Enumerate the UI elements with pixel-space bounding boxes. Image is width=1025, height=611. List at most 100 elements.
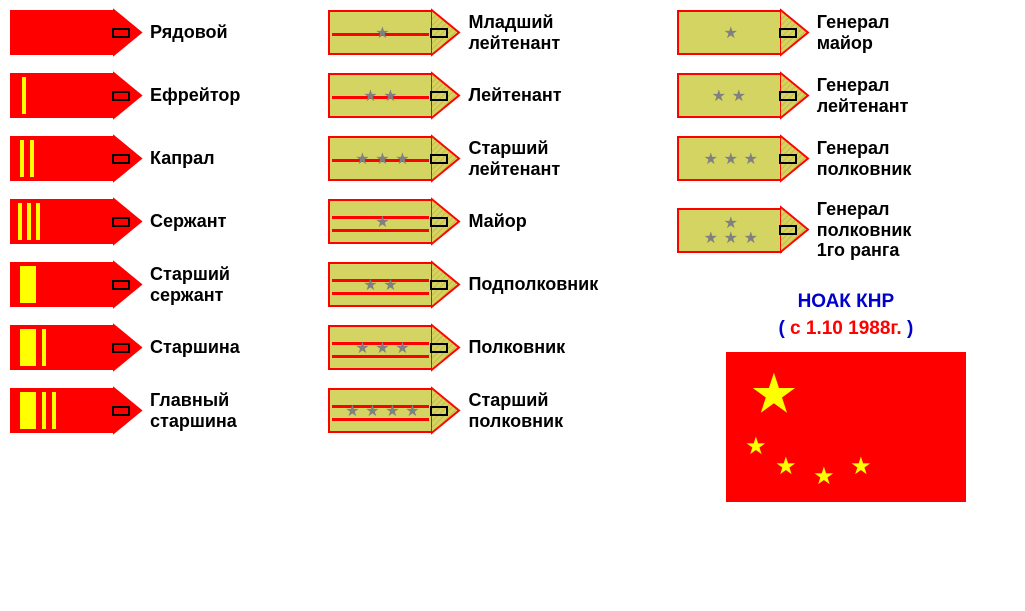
epaulette: ★ ★ ★ ★: [328, 388, 458, 433]
epaulette: [10, 136, 140, 181]
rank-star: ★: [383, 278, 397, 294]
rank-label: Капрал: [150, 148, 215, 169]
rank-row: Старшина: [10, 325, 298, 370]
epaulette: ★★: [328, 73, 458, 118]
rank-label: Рядовой: [150, 22, 228, 43]
rank-star: ★: [405, 404, 419, 420]
button-hole: [112, 280, 130, 290]
rank-star: ★: [744, 231, 758, 247]
rank-row: Ефрейтор: [10, 73, 298, 118]
rank-star: ★: [375, 341, 389, 357]
rank-row: ★★Лейтенант: [328, 73, 646, 118]
button-hole: [779, 91, 797, 101]
rank-label: Старшина: [150, 337, 240, 358]
rank-row: ★★Генераллейтенант: [677, 73, 1015, 118]
epaulette: ★ ★ ★: [677, 136, 807, 181]
rank-row: ★★Подполковник: [328, 262, 646, 307]
rank-star: ★: [375, 26, 389, 42]
rank-row: ★ ★ ★ Генералполковник: [677, 136, 1015, 181]
button-hole: [779, 225, 797, 235]
button-hole: [112, 28, 130, 38]
rank-label: Генералмайор: [817, 12, 890, 53]
rank-label: Сержант: [150, 211, 226, 232]
button-hole: [112, 217, 130, 227]
rank-column-3: ★Генералмайор★★Генераллейтенант★★★Генера…: [677, 10, 1015, 502]
epaulette: [10, 10, 140, 55]
epaulette: ★★★★: [677, 208, 807, 253]
flag-star-small: ★: [850, 455, 872, 479]
button-hole: [430, 406, 448, 416]
epaulette: [10, 262, 140, 307]
rank-star: ★: [724, 152, 738, 168]
button-hole: [112, 406, 130, 416]
button-hole: [779, 154, 797, 164]
rank-row: Старшийсержант: [10, 262, 298, 307]
rank-label: Генералполковник: [817, 138, 912, 179]
epaulette: ★: [677, 10, 807, 55]
rank-star: ★: [724, 26, 738, 42]
epaulette: ★★: [328, 262, 458, 307]
rank-label: Подполковник: [468, 274, 598, 295]
flag-star-big: ★: [749, 367, 798, 422]
rank-label: Младшийлейтенант: [468, 12, 560, 53]
rank-star: ★: [375, 152, 389, 168]
flag-star-small: ★: [745, 435, 767, 459]
rank-star: ★: [395, 341, 409, 357]
rank-label: Старшийполковник: [468, 390, 563, 431]
epaulette: [10, 73, 140, 118]
rank-star: ★: [363, 89, 377, 105]
button-hole: [430, 217, 448, 227]
rank-star: ★: [395, 152, 409, 168]
rank-star: ★: [732, 89, 746, 105]
rank-label: Ефрейтор: [150, 85, 240, 106]
rank-row: Рядовой: [10, 10, 298, 55]
rank-label: Полковник: [468, 337, 565, 358]
rank-star: ★: [704, 152, 718, 168]
rank-star: ★: [355, 152, 369, 168]
rank-column-2: ★Младшийлейтенант★★Лейтенант★★★Старшийле…: [328, 10, 646, 502]
rank-label: Генералполковник1го ранга: [817, 199, 912, 261]
title-line1: НОАК КНР: [798, 291, 895, 312]
rank-row: ★ ★ ★ ★ Старшийполковник: [328, 388, 646, 433]
rank-star: ★: [383, 89, 397, 105]
rank-star: ★: [365, 404, 379, 420]
rank-label: Лейтенант: [468, 85, 561, 106]
rank-star: ★: [363, 278, 377, 294]
button-hole: [430, 154, 448, 164]
epaulette: [10, 325, 140, 370]
epaulette: ★ ★ ★: [328, 136, 458, 181]
flag-star-small: ★: [813, 465, 835, 489]
epaulette: ★: [328, 10, 458, 55]
rank-row: ★ ★ ★ Старшийлейтенант: [328, 136, 646, 181]
rank-row: Главныйстаршина: [10, 388, 298, 433]
epaulette: [10, 199, 140, 244]
rank-row: ★ Генералмайор: [677, 10, 1015, 55]
epaulette: ★: [328, 199, 458, 244]
epaulette: ★ ★ ★: [328, 325, 458, 370]
button-hole: [430, 28, 448, 38]
rank-star: ★: [345, 404, 359, 420]
rank-star: ★: [375, 215, 389, 231]
rank-label: Старшийлейтенант: [468, 138, 560, 179]
rank-row: ★ Майор: [328, 199, 646, 244]
epaulette: [10, 388, 140, 433]
rank-row: ★ ★ ★ Полковник: [328, 325, 646, 370]
button-hole: [112, 91, 130, 101]
button-hole: [779, 28, 797, 38]
button-hole: [112, 154, 130, 164]
epaulette: ★★: [677, 73, 807, 118]
rank-label: Майор: [468, 211, 526, 232]
rank-star: ★: [385, 404, 399, 420]
button-hole: [430, 343, 448, 353]
rank-row: ★★★★Генералполковник1го ранга: [677, 199, 1015, 261]
chart-title: НОАК КНР( с 1.10 1988г. ): [677, 289, 1015, 342]
button-hole: [112, 343, 130, 353]
rank-label: Главныйстаршина: [150, 390, 237, 431]
rank-star: ★: [355, 341, 369, 357]
rank-row: Сержант: [10, 199, 298, 244]
button-hole: [430, 91, 448, 101]
china-flag: ★★★★★: [726, 352, 966, 502]
button-hole: [430, 280, 448, 290]
rank-row: ★ Младшийлейтенант: [328, 10, 646, 55]
rank-star: ★: [744, 152, 758, 168]
